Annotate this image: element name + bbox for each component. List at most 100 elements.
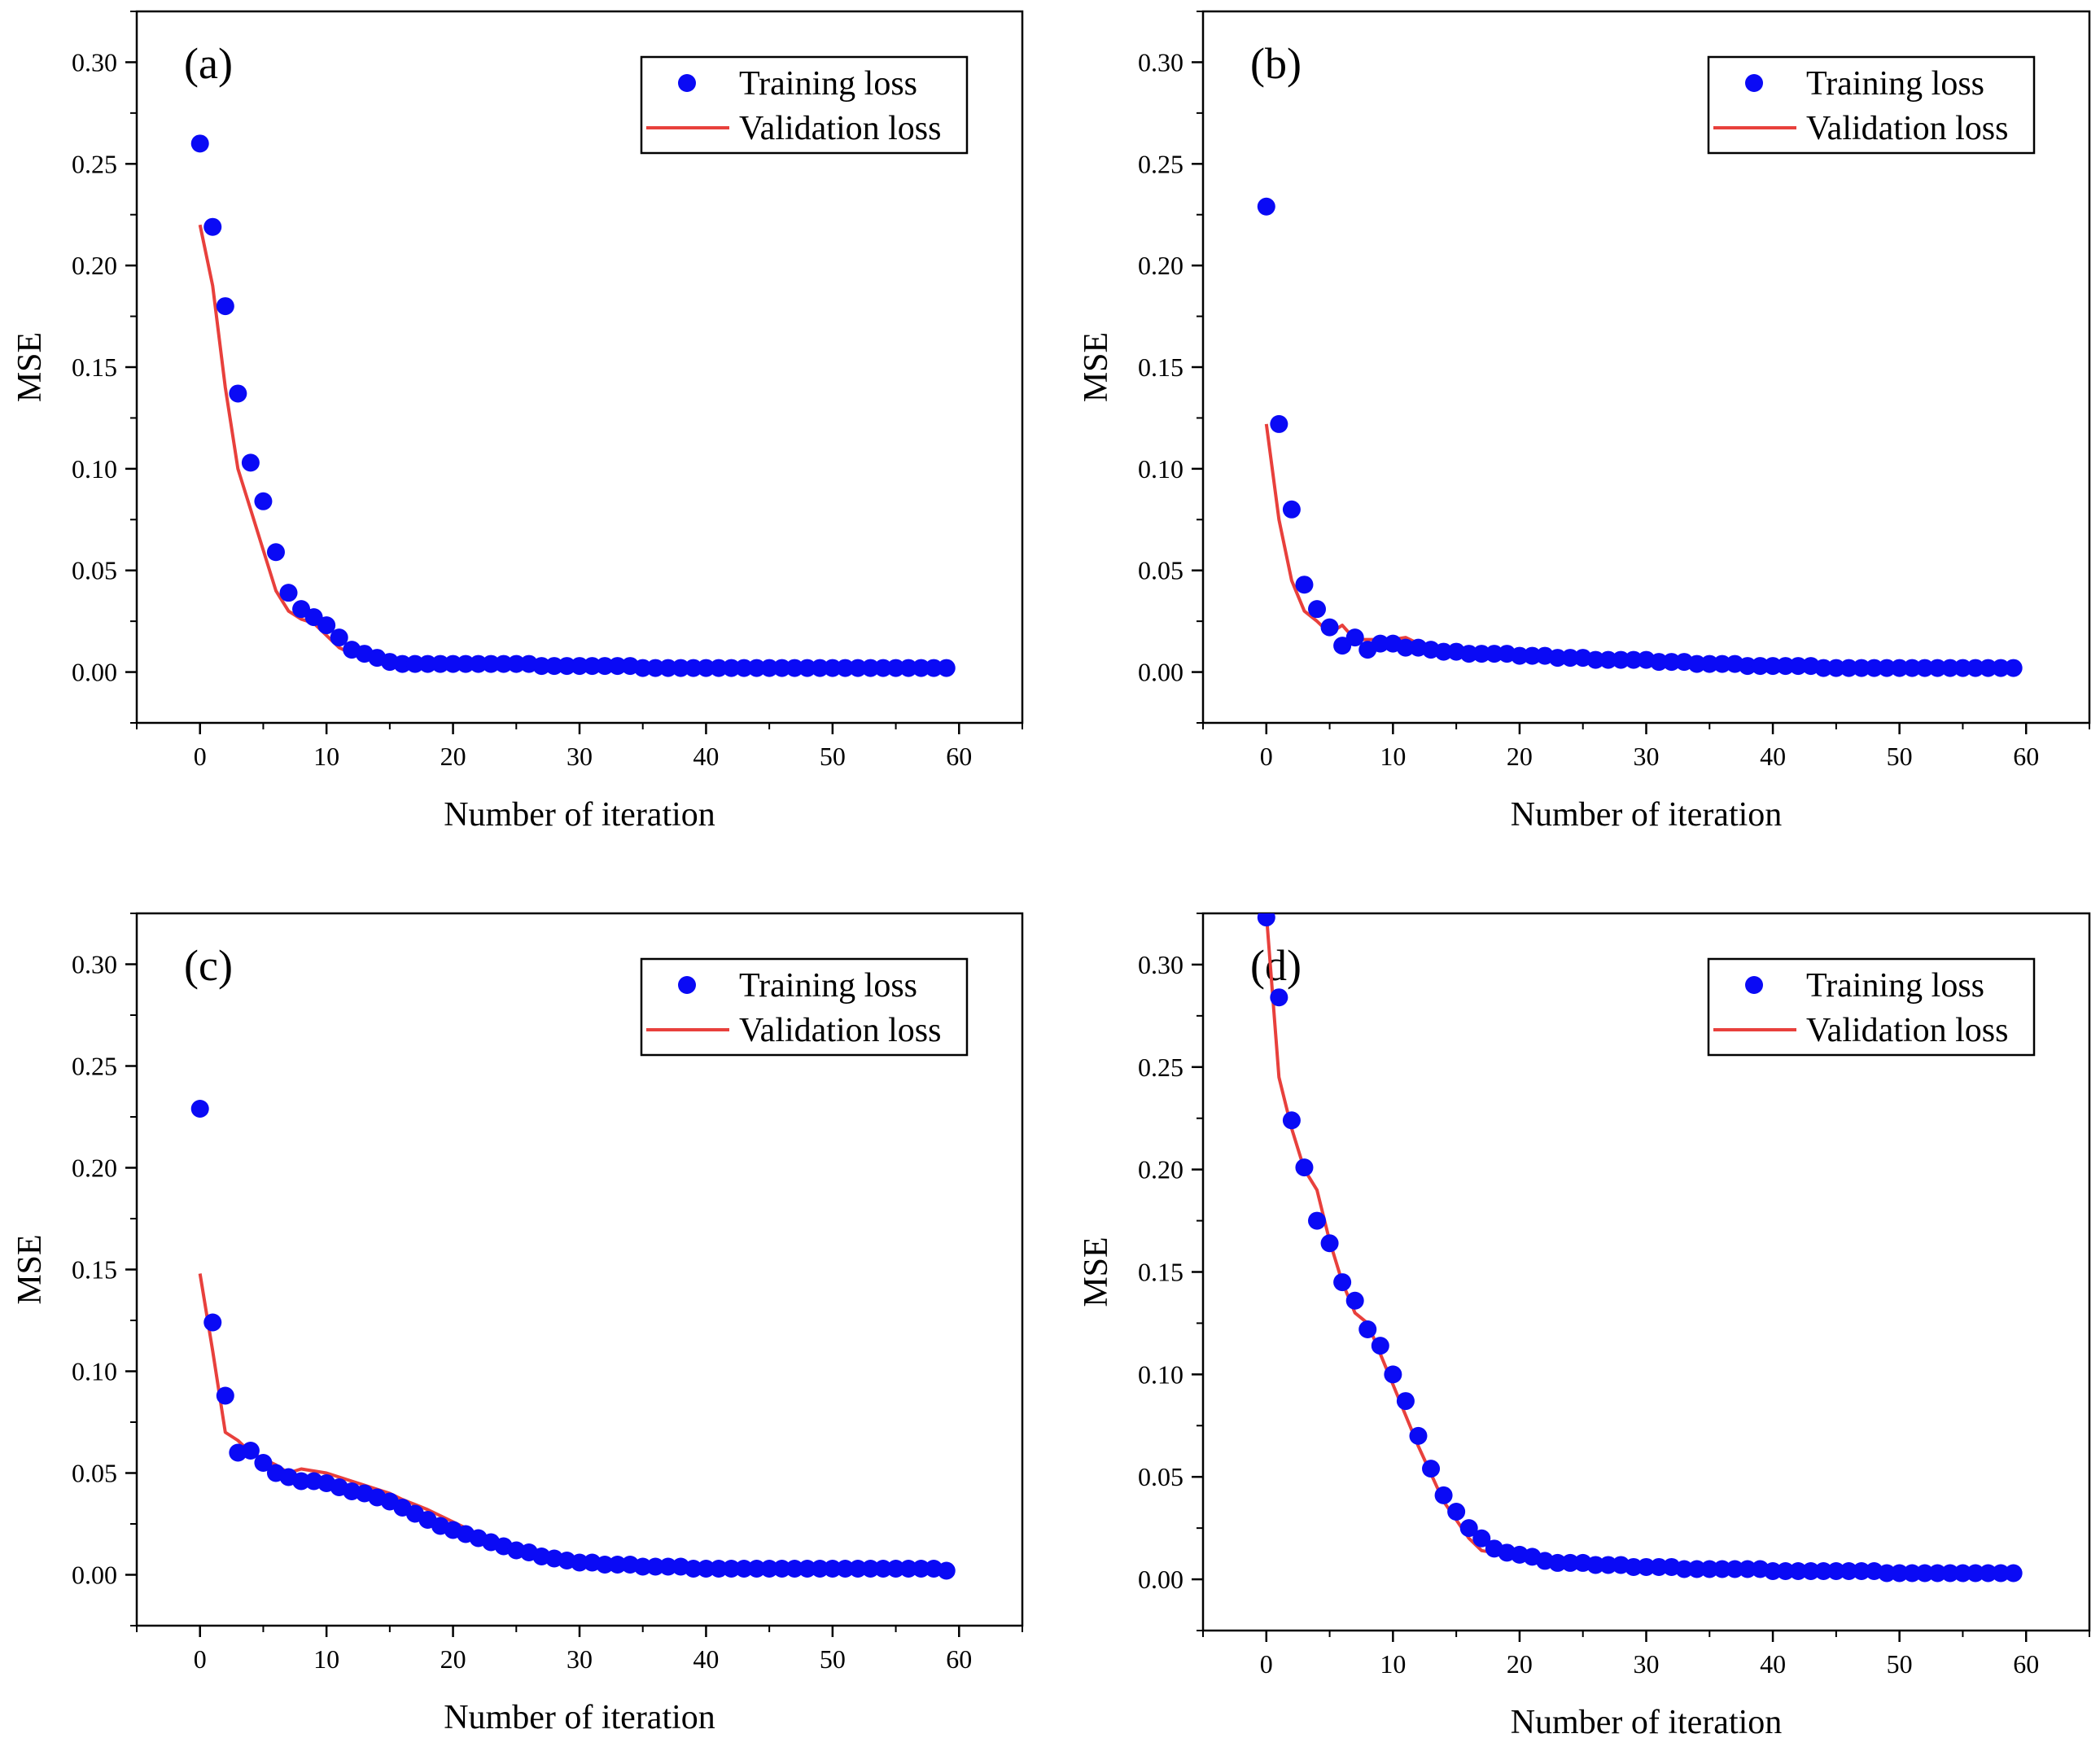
training-loss-point	[1992, 659, 2010, 677]
x-tick-label: 10	[1380, 742, 1406, 771]
training-loss-point	[266, 543, 285, 562]
legend-validation-label: Validation loss	[739, 1012, 942, 1049]
training-loss-point	[1472, 1529, 1491, 1548]
training-loss-point	[798, 659, 816, 677]
training-loss-point	[848, 659, 867, 677]
x-axis-title: Number of iteration	[1511, 796, 1783, 834]
training-loss-point	[1827, 1562, 1845, 1581]
training-loss-point	[1992, 1564, 2010, 1583]
training-loss-point	[1852, 659, 1870, 677]
legend-box	[1707, 55, 2036, 155]
training-loss-point	[1979, 659, 1997, 677]
training-loss-point	[836, 659, 855, 677]
training-loss-point	[1827, 659, 1845, 677]
training-loss-point	[405, 654, 424, 673]
legend-training-label: Training loss	[1806, 967, 1984, 1005]
x-tick-label: 40	[1760, 742, 1786, 771]
training-loss-point	[1345, 1291, 1364, 1310]
chart-panel-c: 0 10 20 30 40 50 60 0.00 0.05 0.10 0.15 0.20 0.25 0.3…	[11, 912, 1024, 1736]
y-tick-label: 0.05	[1138, 556, 1183, 585]
training-loss-point	[1915, 659, 1934, 677]
y-tick-label: 0.10	[1138, 1359, 1183, 1389]
training-loss-point	[1295, 576, 1314, 594]
training-loss-point	[1852, 1562, 1870, 1581]
legend-box	[1707, 957, 2036, 1057]
training-loss-point	[203, 1313, 222, 1332]
x-tick-label: 40	[693, 742, 719, 771]
training-loss-point	[1776, 657, 1795, 676]
training-loss-point	[482, 654, 501, 673]
y-tick-label: 0.30	[72, 47, 117, 77]
training-loss-point	[1612, 650, 1630, 669]
training-loss-point	[684, 659, 702, 677]
x-tick-label: 20	[440, 742, 466, 771]
training-loss-point	[1738, 1560, 1757, 1578]
y-tick-label: 0.20	[72, 251, 117, 280]
x-tick-label: 40	[693, 1644, 719, 1674]
training-loss-point	[886, 659, 905, 677]
training-loss-point	[2004, 1564, 2023, 1583]
training-loss-point	[1599, 650, 1617, 669]
training-loss-point	[633, 1557, 652, 1576]
training-loss-point	[1751, 657, 1770, 676]
training-loss-point	[1713, 1560, 1731, 1578]
training-loss-point	[203, 217, 222, 236]
training-loss-point	[1333, 1273, 1352, 1292]
legend-validation-label: Validation loss	[1806, 110, 2009, 147]
training-loss-point	[1371, 634, 1389, 653]
training-loss-point	[1472, 645, 1491, 663]
y-tick-label: 0.25	[1138, 1053, 1183, 1082]
training-loss-point	[1485, 645, 1503, 663]
x-tick-label: 50	[820, 742, 846, 771]
training-loss-point	[1308, 600, 1327, 619]
training-loss-point	[735, 1560, 754, 1578]
training-loss-point	[1966, 1564, 1984, 1583]
training-loss-point	[1687, 654, 1706, 673]
legend-box	[640, 957, 969, 1057]
training-loss-point	[1561, 1553, 1580, 1572]
training-loss-point	[190, 1100, 209, 1118]
y-tick-label: 0.25	[1138, 149, 1183, 178]
training-loss-point	[785, 659, 804, 677]
training-loss-point	[1940, 1564, 1959, 1583]
training-loss-point	[596, 1556, 615, 1574]
training-loss-point	[1282, 500, 1301, 519]
x-tick-label: 30	[567, 1644, 593, 1674]
training-loss-point	[241, 1442, 260, 1460]
training-loss-point	[1675, 1560, 1694, 1578]
training-loss-point	[1814, 659, 1833, 677]
training-loss-point	[1257, 197, 1275, 216]
training-loss-point	[1282, 1111, 1301, 1130]
training-loss-point	[798, 1560, 816, 1578]
training-loss-point	[1422, 1460, 1441, 1478]
x-axis-title: Number of iteration	[1511, 1704, 1783, 1738]
training-loss-point	[1915, 1564, 1934, 1583]
training-loss-point	[823, 1560, 842, 1578]
y-axis-title: MSE	[11, 1234, 49, 1304]
panel-label: (d)	[1250, 941, 1302, 990]
training-loss-point	[1865, 659, 1883, 677]
training-loss-point	[317, 616, 336, 635]
training-loss-point	[393, 654, 412, 673]
legend-box	[640, 55, 969, 155]
training-loss-point	[925, 659, 943, 677]
training-loss-point	[545, 657, 563, 676]
training-loss-point	[418, 654, 437, 673]
training-loss-point	[747, 659, 766, 677]
y-tick-label: 0.10	[72, 454, 117, 484]
training-loss-point	[861, 659, 880, 677]
training-loss-point	[658, 1557, 677, 1576]
training-loss-point	[760, 659, 779, 677]
training-loss-point	[709, 1560, 728, 1578]
training-loss-point	[1320, 618, 1339, 637]
training-loss-point	[1523, 646, 1542, 665]
training-loss-point	[899, 659, 918, 677]
training-loss-point	[823, 659, 842, 677]
training-loss-point	[292, 600, 311, 619]
y-tick-label: 0.05	[1138, 1462, 1183, 1491]
training-loss-point	[596, 657, 615, 676]
plot-area	[1257, 913, 2023, 1583]
legend-validation-label: Validation loss	[1806, 1012, 2009, 1049]
training-loss-point	[1295, 1158, 1314, 1177]
training-loss-point	[735, 659, 754, 677]
